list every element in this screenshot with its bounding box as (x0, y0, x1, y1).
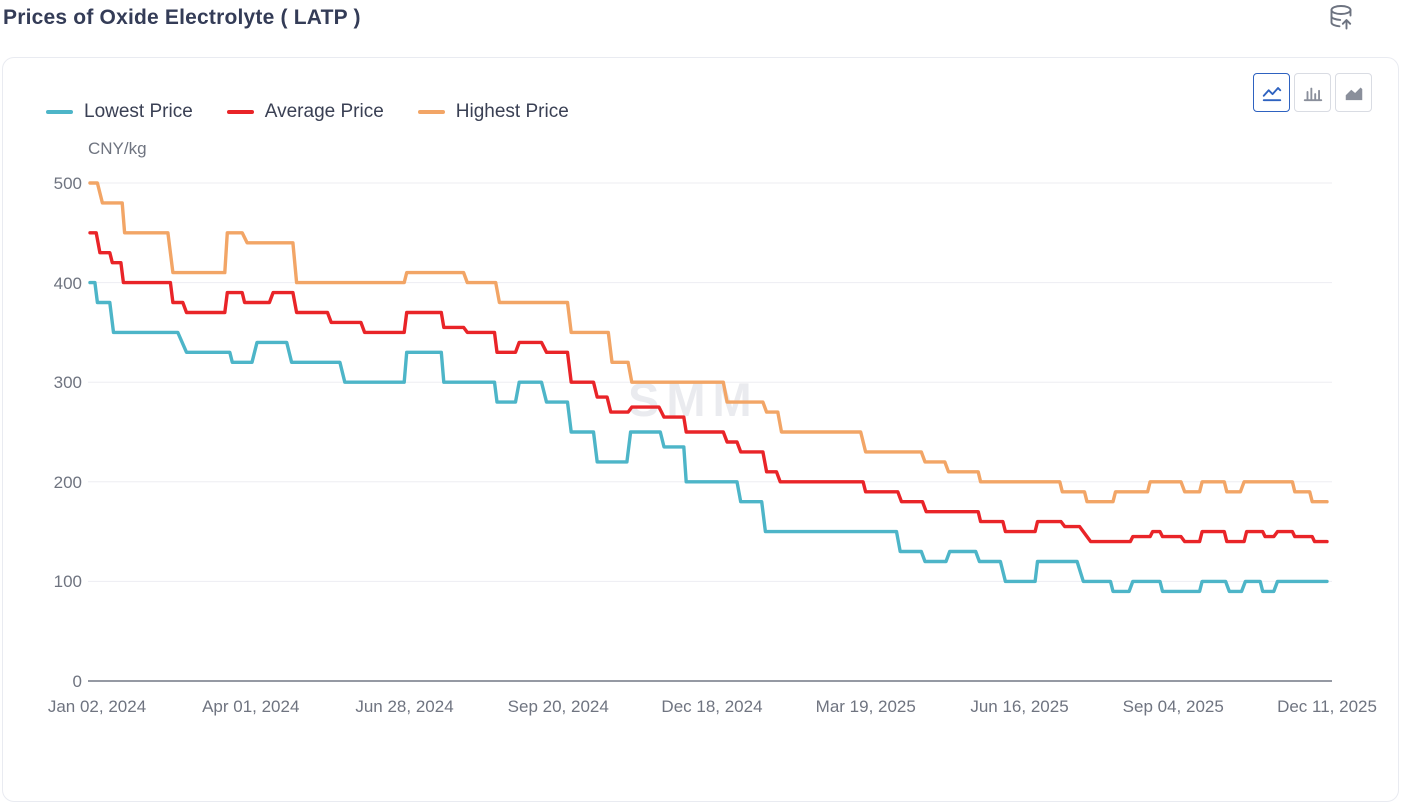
legend-label: Highest Price (455, 101, 569, 122)
line-chart-icon (1262, 86, 1281, 101)
page-title: Prices of Oxide Electrolyte ( LATP ) (3, 6, 361, 29)
chart-card: Lowest Price Average Price Highest Price (2, 57, 1399, 802)
chart-type-area-button[interactable] (1335, 73, 1372, 112)
legend-item-average-price[interactable]: Average Price (226, 101, 384, 123)
page-header: Prices of Oxide Electrolyte ( LATP ) (0, 0, 1401, 56)
bar-chart-icon (1303, 87, 1322, 101)
legend-dash-icon (46, 110, 73, 114)
legend-label: Average Price (264, 101, 384, 122)
legend-dash-icon (417, 110, 445, 114)
chart-type-line-button[interactable] (1253, 73, 1290, 112)
legend-label: Lowest Price (84, 101, 193, 122)
chart-legend: Lowest Price Average Price Highest Price (46, 101, 569, 123)
legend-item-highest-price[interactable]: Highest Price (417, 101, 569, 123)
chart-type-toggle (1253, 73, 1372, 112)
chart-type-bar-button[interactable] (1294, 73, 1331, 112)
legend-item-lowest-price[interactable]: Lowest Price (46, 101, 193, 123)
database-export-icon[interactable] (1327, 3, 1357, 33)
area-chart-icon (1345, 87, 1362, 100)
legend-dash-icon (226, 110, 254, 114)
